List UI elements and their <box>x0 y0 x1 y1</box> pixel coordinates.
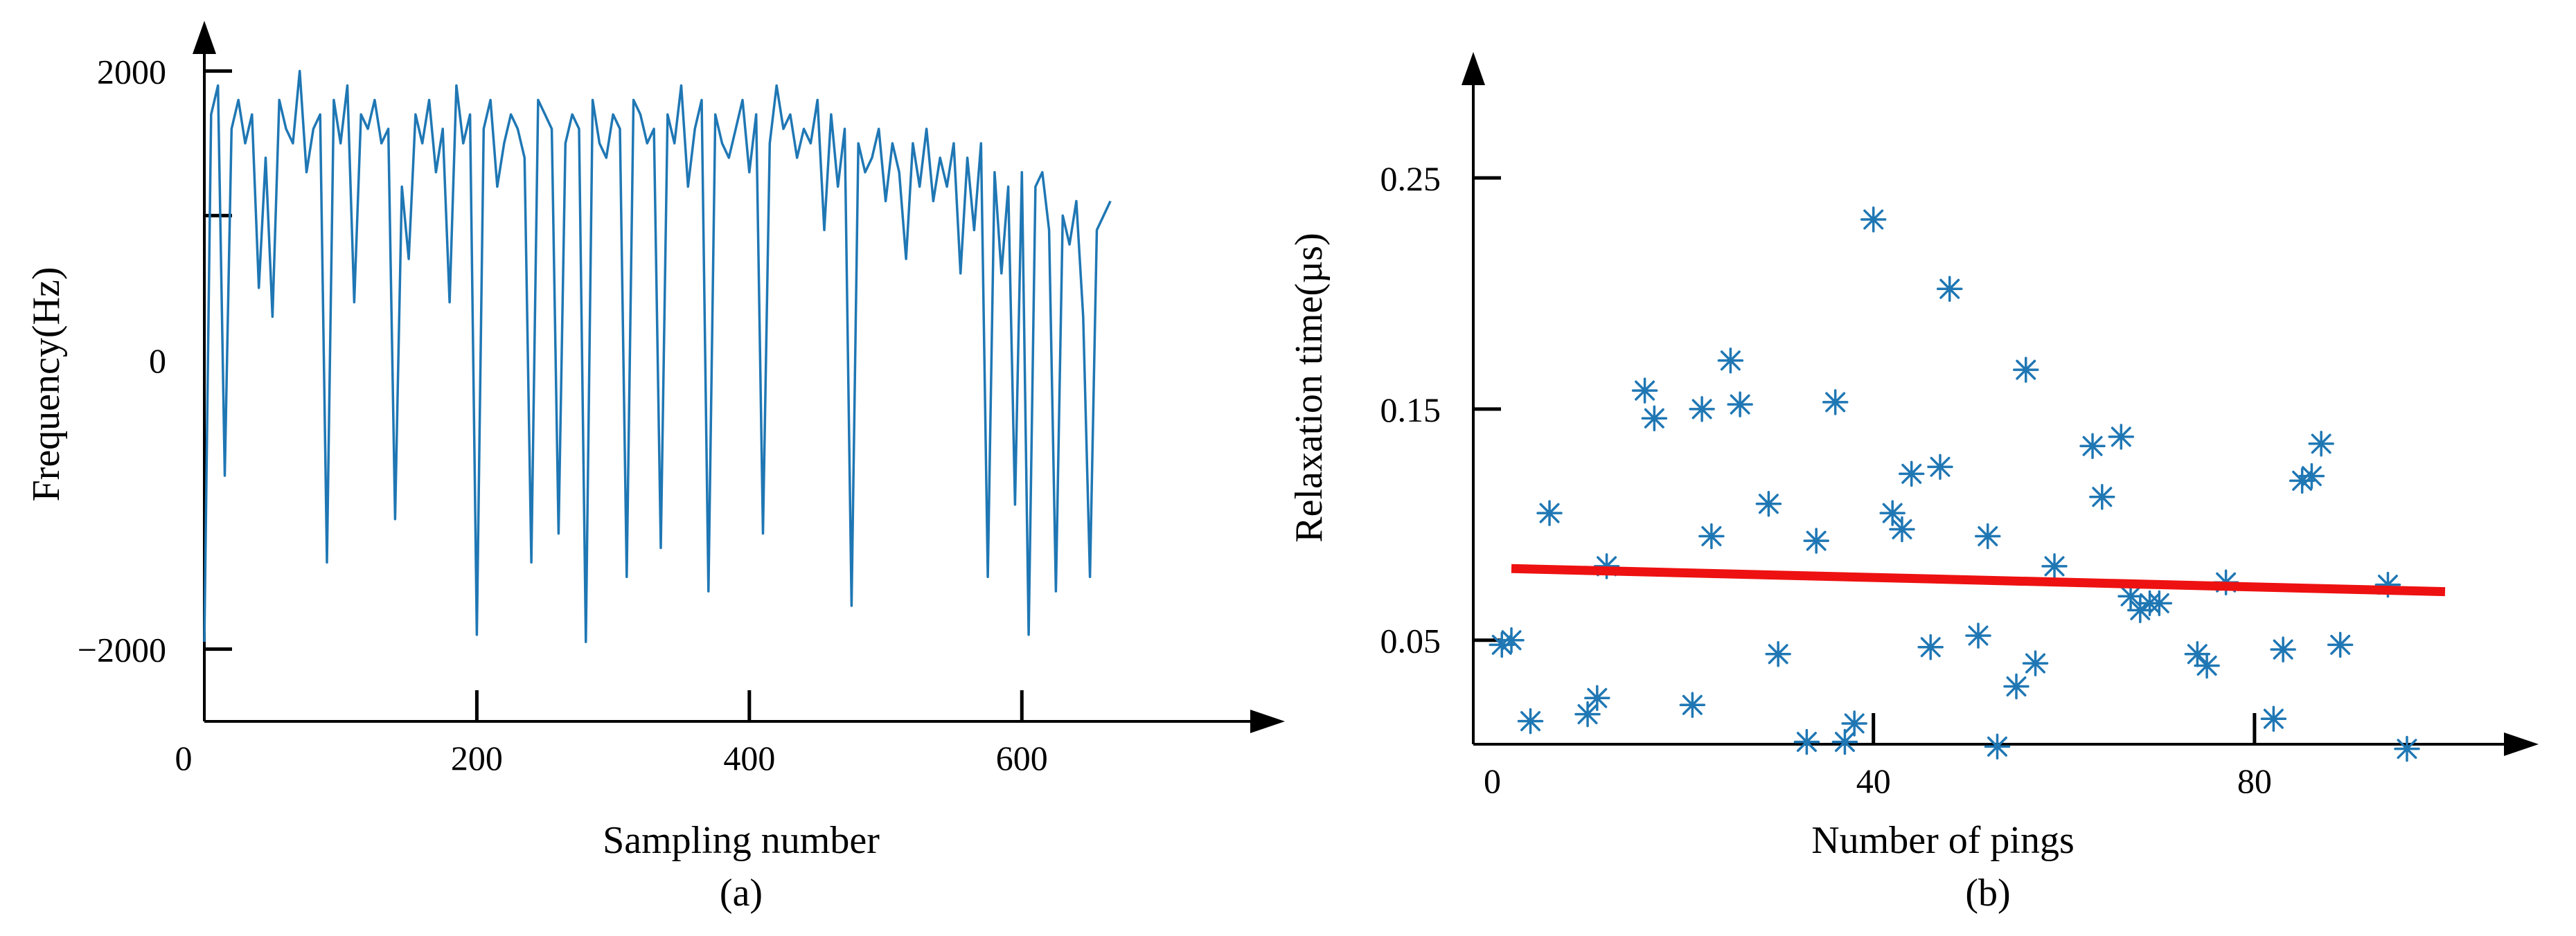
chart-b-x-tick-label: 80 <box>2237 762 2272 800</box>
chart-b-data-point <box>1489 631 1516 658</box>
chart-b-y-axis-arrow <box>1462 52 1485 85</box>
chart-b-data-point <box>1641 405 1668 431</box>
chart-b-data-point <box>1927 453 1953 480</box>
chart-b-data-point <box>1679 692 1706 718</box>
chart-b-data-point <box>1793 728 1820 755</box>
chart-b-data-point <box>2270 636 2296 663</box>
chart-a-y-tick-label: 2000 <box>97 53 166 91</box>
chart-b-data-point <box>2298 462 2325 489</box>
chart-b-data-point <box>2260 705 2287 732</box>
chart-b-data-point <box>1879 500 1906 526</box>
chart-b-data-point <box>2194 652 2220 679</box>
chart-b-data-point <box>2041 553 2068 579</box>
chart-b-data-point <box>1803 528 1829 554</box>
chart-b-data-point <box>2308 431 2334 457</box>
chart-b-data-point <box>2184 641 2211 667</box>
chart-b-y-tick-label: 0.05 <box>1380 622 1441 660</box>
chart-a-y-label: Frequency(Hz) <box>25 267 68 502</box>
chart-b-data-point <box>1965 622 1991 649</box>
chart-b-data-point <box>1765 641 1791 667</box>
chart-a-y-axis-arrow <box>193 21 216 54</box>
chart-a-x-axis-arrow <box>1250 710 1285 733</box>
chart-b-x-axis-arrow <box>2504 732 2539 756</box>
chart-a: 0 200 400 600 −2000 0 2000 Sampling number Fre… <box>25 21 1285 915</box>
chart-a-x-tick-label: 400 <box>723 739 775 777</box>
chart-b-x-tick-label: 0 <box>1484 762 1501 800</box>
chart-b-data-point <box>1984 733 2011 760</box>
chart-b-x-label: Number of pings <box>1811 819 2075 862</box>
chart-b-data-point <box>2394 735 2420 762</box>
chart-b-data-point <box>1898 460 1925 487</box>
chart-b-data-point <box>2003 673 2029 700</box>
chart-b-data-point <box>2117 583 2144 610</box>
chart-b-y-tick-label: 0.15 <box>1380 390 1441 429</box>
chart-b-data-point <box>1917 634 1944 660</box>
chart-a-x-label: Sampling number <box>603 819 880 862</box>
chart-b-caption: (b) <box>1965 872 2010 915</box>
chart-b-data-point <box>1698 523 1725 550</box>
chart-b-data-point <box>2089 483 2115 510</box>
chart-b-data-point <box>2289 467 2316 494</box>
chart-b-data-point <box>1689 396 1715 422</box>
chart-b-y-tick-label: 0.25 <box>1380 159 1441 198</box>
chart-b-data-point <box>1584 685 1610 711</box>
chart-a-y-tick-label: −2000 <box>78 631 166 669</box>
chart-a-y-tick-label: 0 <box>149 341 166 380</box>
chart-b-data-point <box>1727 391 1753 417</box>
chart-b-data-point <box>2079 433 2106 460</box>
chart-b-data-point <box>2022 650 2049 676</box>
chart-b-data-point <box>2013 357 2039 383</box>
chart-b: 0 40 80 0.05 0.15 0.25 Number of pings Relaxa… <box>1288 52 2539 915</box>
chart-b-data-point <box>1831 728 1858 755</box>
chart-b-data-point <box>1936 276 1963 302</box>
chart-b-data-point <box>1889 516 1915 543</box>
chart-b-data-point <box>2146 590 2173 617</box>
chart-b-fit-line <box>1511 564 2446 597</box>
chart-a-x-tick-label: 0 <box>175 739 193 777</box>
chart-a-x-tick-label: 600 <box>996 739 1048 777</box>
chart-a-series-line <box>203 69 1112 643</box>
chart-b-data-point <box>2327 631 2354 658</box>
chart-a-caption: (a) <box>720 872 763 915</box>
chart-b-data-point <box>1822 389 1849 415</box>
chart-b-data-point <box>1517 708 1544 735</box>
chart-b-data-point <box>1860 206 1887 233</box>
chart-b-data-point <box>1755 490 1782 517</box>
chart-b-data-point <box>1841 710 1867 737</box>
chart-b-data-point <box>1717 347 1744 374</box>
chart-b-data-point <box>1631 377 1658 404</box>
chart-b-data-point <box>1536 500 1563 526</box>
chart-b-y-label: Relaxation time(µs) <box>1288 233 1331 542</box>
chart-a-x-tick-label: 200 <box>451 739 503 777</box>
chart-b-data-point <box>1498 627 1525 654</box>
chart-b-data-point <box>1974 523 2001 550</box>
chart-b-x-tick-label: 40 <box>1856 762 1891 800</box>
chart-b-data-point <box>2108 424 2135 450</box>
